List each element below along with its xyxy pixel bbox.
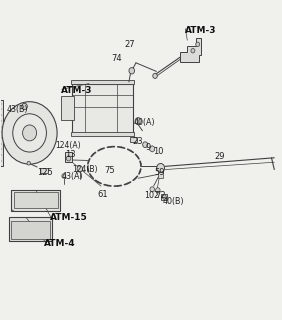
Circle shape <box>2 102 57 164</box>
Text: ATM-3: ATM-3 <box>61 86 92 95</box>
Bar <box>40 168 49 173</box>
Bar <box>0 100 3 166</box>
Bar <box>11 190 60 211</box>
Polygon shape <box>180 38 201 62</box>
Bar <box>161 194 168 200</box>
Text: 74: 74 <box>112 53 122 62</box>
Text: 43(B): 43(B) <box>7 105 28 114</box>
Circle shape <box>153 73 157 78</box>
Polygon shape <box>150 146 155 152</box>
Bar <box>71 80 134 84</box>
Text: 125: 125 <box>37 168 52 177</box>
Circle shape <box>129 68 135 74</box>
Bar <box>71 132 134 136</box>
Bar <box>14 192 58 208</box>
Bar <box>61 96 74 120</box>
Text: 72: 72 <box>155 190 166 200</box>
Bar <box>130 137 136 142</box>
Circle shape <box>27 161 30 165</box>
Text: ATM-15: ATM-15 <box>50 213 87 222</box>
Circle shape <box>157 164 165 172</box>
Text: 23: 23 <box>132 137 143 146</box>
Circle shape <box>66 156 71 161</box>
Circle shape <box>135 118 141 124</box>
Circle shape <box>156 188 160 193</box>
Text: 13: 13 <box>65 150 75 159</box>
Circle shape <box>150 187 155 192</box>
Circle shape <box>143 142 148 148</box>
Circle shape <box>150 147 154 151</box>
Bar <box>158 172 163 178</box>
Text: 9: 9 <box>146 143 151 152</box>
Circle shape <box>22 103 27 110</box>
Text: 75: 75 <box>104 166 114 175</box>
Ellipse shape <box>90 148 138 184</box>
Text: 124(B): 124(B) <box>72 165 98 174</box>
Text: 40(A): 40(A) <box>134 118 156 127</box>
Text: 124(A): 124(A) <box>56 141 81 150</box>
Bar <box>8 217 52 241</box>
Text: 59: 59 <box>155 168 165 177</box>
Text: 43(A): 43(A) <box>62 172 83 181</box>
Bar <box>72 84 133 133</box>
Text: 29: 29 <box>214 152 224 161</box>
Circle shape <box>62 174 66 178</box>
Text: 61: 61 <box>98 190 108 199</box>
Circle shape <box>23 125 37 141</box>
Text: 10: 10 <box>153 147 164 156</box>
Circle shape <box>196 42 200 47</box>
Text: ATM-3: ATM-3 <box>184 26 216 35</box>
Circle shape <box>191 49 195 53</box>
Bar <box>11 220 50 239</box>
Text: ATM-4: ATM-4 <box>44 239 76 248</box>
Text: 27: 27 <box>125 40 135 49</box>
Circle shape <box>77 166 83 172</box>
Circle shape <box>13 114 47 152</box>
Bar <box>65 152 72 162</box>
Circle shape <box>162 195 166 199</box>
Text: 40(B): 40(B) <box>163 197 184 206</box>
Text: 102: 102 <box>144 190 159 200</box>
